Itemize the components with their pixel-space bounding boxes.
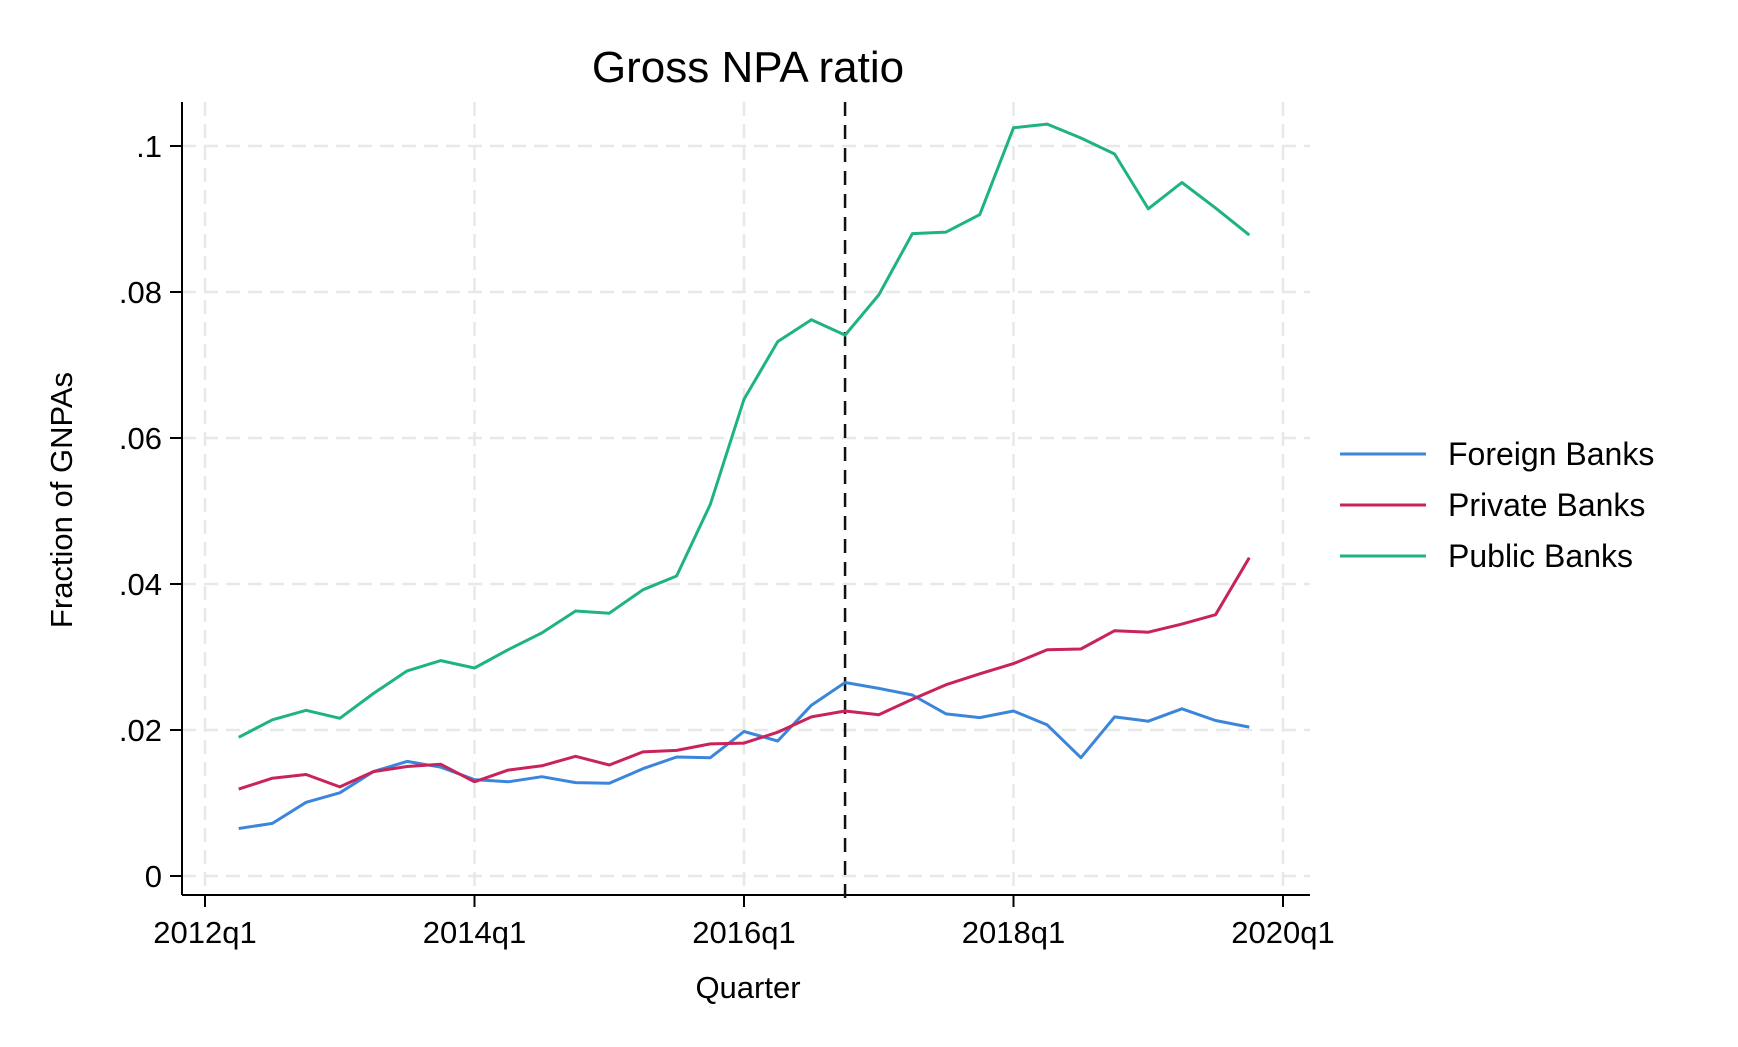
legend-label: Public Banks bbox=[1448, 538, 1633, 574]
series-line-public-banks bbox=[238, 122, 1251, 739]
series-line-private-banks bbox=[238, 556, 1251, 791]
x-tick-label: 2018q1 bbox=[962, 915, 1065, 950]
grid-lines bbox=[182, 102, 1310, 895]
y-tick-label: .04 bbox=[119, 567, 162, 602]
series-line-foreign-banks bbox=[238, 681, 1250, 830]
x-axis-title: Quarter bbox=[695, 970, 800, 1005]
y-axis-title: Fraction of GNPAs bbox=[44, 372, 79, 628]
series-lines bbox=[238, 122, 1251, 830]
y-tick-label: .1 bbox=[136, 129, 162, 164]
x-tick-label: 2014q1 bbox=[423, 915, 526, 950]
legend: Foreign Banks Private Banks Public Banks bbox=[1340, 436, 1654, 574]
y-tick-label: .08 bbox=[119, 275, 162, 310]
x-tick-label: 2016q1 bbox=[692, 915, 795, 950]
chart-title: Gross NPA ratio bbox=[592, 43, 904, 92]
axes: 0 .02 .04 .06 .08 .1 2012q1 2014q1 2016q1 2018q1 2… bbox=[119, 102, 1335, 950]
y-tick-label: 0 bbox=[145, 859, 162, 894]
legend-label: Private Banks bbox=[1448, 487, 1645, 523]
legend-label: Foreign Banks bbox=[1448, 436, 1654, 472]
x-tick-label: 2012q1 bbox=[153, 915, 256, 950]
y-tick-label: .06 bbox=[119, 421, 162, 456]
x-tick-label: 2020q1 bbox=[1231, 915, 1334, 950]
y-tick-label: .02 bbox=[119, 713, 162, 748]
